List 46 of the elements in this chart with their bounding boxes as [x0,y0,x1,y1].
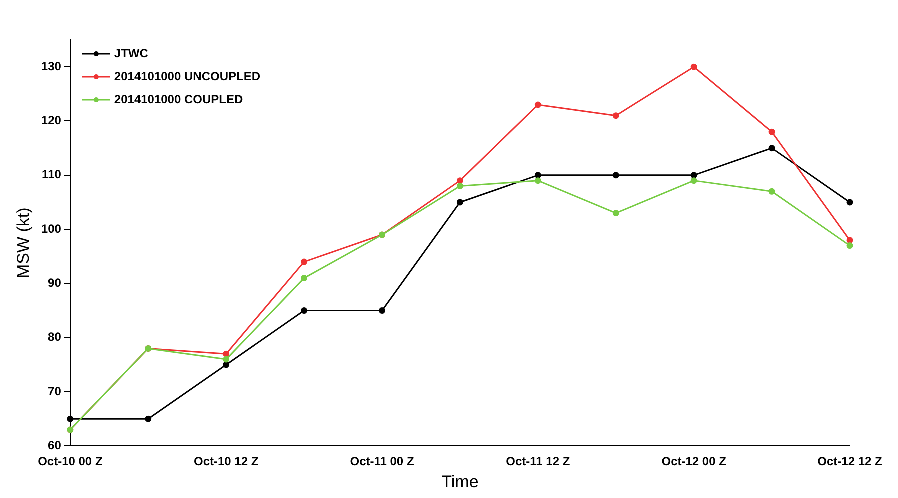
x-tick-label: Oct-12 12 Z [818,454,882,469]
point [690,172,698,179]
y-axis-title: MSW (kt) [14,208,33,279]
x-tick-label: Oct-11 00 Z [350,454,414,469]
y-tick-label: 90 [48,276,62,290]
point [846,237,854,244]
point [612,112,620,120]
point [223,362,230,368]
x-tick-label: Oct-11 12 Z [506,454,570,469]
point [301,308,308,314]
legend-label: 2014101000 COUPLED [114,92,244,106]
x-tick-label: Oct-10 12 Z [194,454,259,469]
legend-label: 2014101000 UNCOUPLED [114,69,261,84]
point [456,178,464,184]
point [846,199,854,206]
point [145,416,152,422]
point [534,178,542,184]
x-tick-label: Oct-12 00 Z [662,454,726,469]
point [768,188,776,195]
point [301,258,308,266]
point [768,128,776,136]
y-tick-label: 70 [48,384,62,398]
y-tick-label: 60 [48,438,62,453]
point [846,242,854,250]
y-tick-label: 120 [41,114,62,128]
point [223,350,230,358]
point [534,172,542,179]
point [456,182,464,190]
point [379,308,386,314]
point [456,199,464,206]
point [612,210,620,217]
point [612,172,620,179]
y-tick-label: 130 [41,59,62,74]
point [301,275,308,282]
y-tick-label: 110 [42,168,62,182]
y-tick-label: 80 [48,330,62,344]
point [223,356,230,363]
point [690,64,698,70]
legend-label: JTWC [114,46,149,60]
x-tick-label: Oct-10 00 Z [38,454,103,469]
point [534,102,542,108]
x-axis-title: Time [442,472,479,492]
point [67,416,74,422]
point [690,178,698,184]
point [768,145,776,152]
y-tick-label: 100 [41,222,62,236]
